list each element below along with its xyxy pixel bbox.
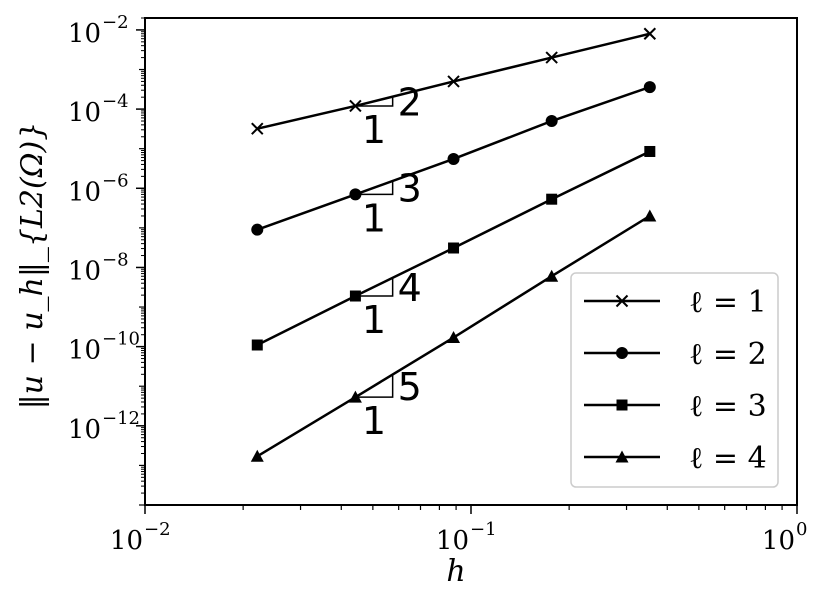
square-marker [644,145,656,157]
x-tick-exponent: −2 [144,519,171,540]
x-marker-stroke [615,294,629,308]
legend-box [570,272,779,488]
x-axis-label: h [446,554,465,589]
slope-triangle-shape [352,373,394,398]
triangle-marker [643,209,657,222]
slope-triangle-3: 41 [355,266,422,342]
slope-triangle-1: 21 [355,80,422,152]
slope-run-label: 1 [362,399,386,443]
x-marker-stroke [251,122,264,135]
slope-triangle-shape [355,179,394,196]
y-tick-label: 10 [68,256,101,286]
legend-item-4: ℓ = 4 [584,441,767,476]
y-tick-label: 10 [68,19,101,49]
y-tick-label: 10 [68,415,101,445]
x-tick-exponent: −1 [470,519,497,540]
circle-marker [545,115,558,128]
triangle-marker [615,450,629,463]
x-tick-label: 10 [762,526,795,556]
slope-rise-label: 4 [398,266,422,310]
slope-triangle-4: 51 [352,365,422,443]
circle-marker [643,81,656,94]
slope-rise-label: 3 [398,167,422,211]
slope-rise-label: 2 [398,80,422,124]
x-tick-label: 10 [110,526,143,556]
legend-item-2: ℓ = 2 [584,337,767,372]
circle-marker [447,152,460,165]
square-marker [251,339,263,351]
y-axis-label: ‖u − u_h‖_{L2(Ω)} [15,122,50,410]
slope-triangle-shape [355,95,394,107]
square-marker [616,399,628,411]
legend-item-1: ℓ = 1 [584,285,767,320]
x-marker [615,294,629,308]
square-marker [448,242,460,254]
y-tick-label: 10 [68,336,101,366]
y-tick-exponent: −10 [102,329,140,350]
x-marker [545,51,558,64]
y-tick-exponent: −8 [102,249,129,270]
slope-run-label: 1 [362,108,386,152]
y-tick-exponent: −12 [102,408,140,429]
y-tick-label: 10 [68,177,101,207]
series-2 [251,81,656,236]
y-tick-label: 10 [68,98,101,128]
circle-marker [616,347,628,359]
y-tick-exponent: −6 [102,170,129,191]
x-tick-exponent: 0 [796,519,807,540]
legend-label: ℓ = 4 [689,441,767,476]
x-marker [447,75,460,88]
slope-triangle-2: 31 [355,167,422,240]
legend-item-3: ℓ = 3 [584,389,767,424]
legend-label: ℓ = 1 [689,285,767,320]
legend-label: ℓ = 2 [689,337,767,372]
slope-run-label: 1 [362,298,386,342]
y-tick-exponent: −4 [102,91,129,112]
x-marker-stroke [643,27,657,40]
y-tick-exponent: −2 [102,12,129,33]
series-4 [250,209,657,462]
x-tick-label: 10 [436,526,469,556]
x-marker [643,27,657,40]
slope-triangle-shape [355,276,394,297]
square-marker [546,193,558,205]
x-marker-stroke [447,75,460,88]
circle-marker [251,223,264,236]
triangle-marker [447,331,461,344]
legend-label: ℓ = 3 [689,389,767,424]
triangle-marker [250,449,264,462]
triangle-marker [545,269,559,282]
legend: ℓ = 1 ℓ = 2 ℓ = 3 ℓ = 4 [570,272,779,488]
slope-run-label: 1 [362,196,386,240]
series-1 [251,27,657,135]
x-marker [251,122,264,135]
slope-rise-label: 5 [398,365,422,409]
x-marker-stroke [545,51,558,64]
